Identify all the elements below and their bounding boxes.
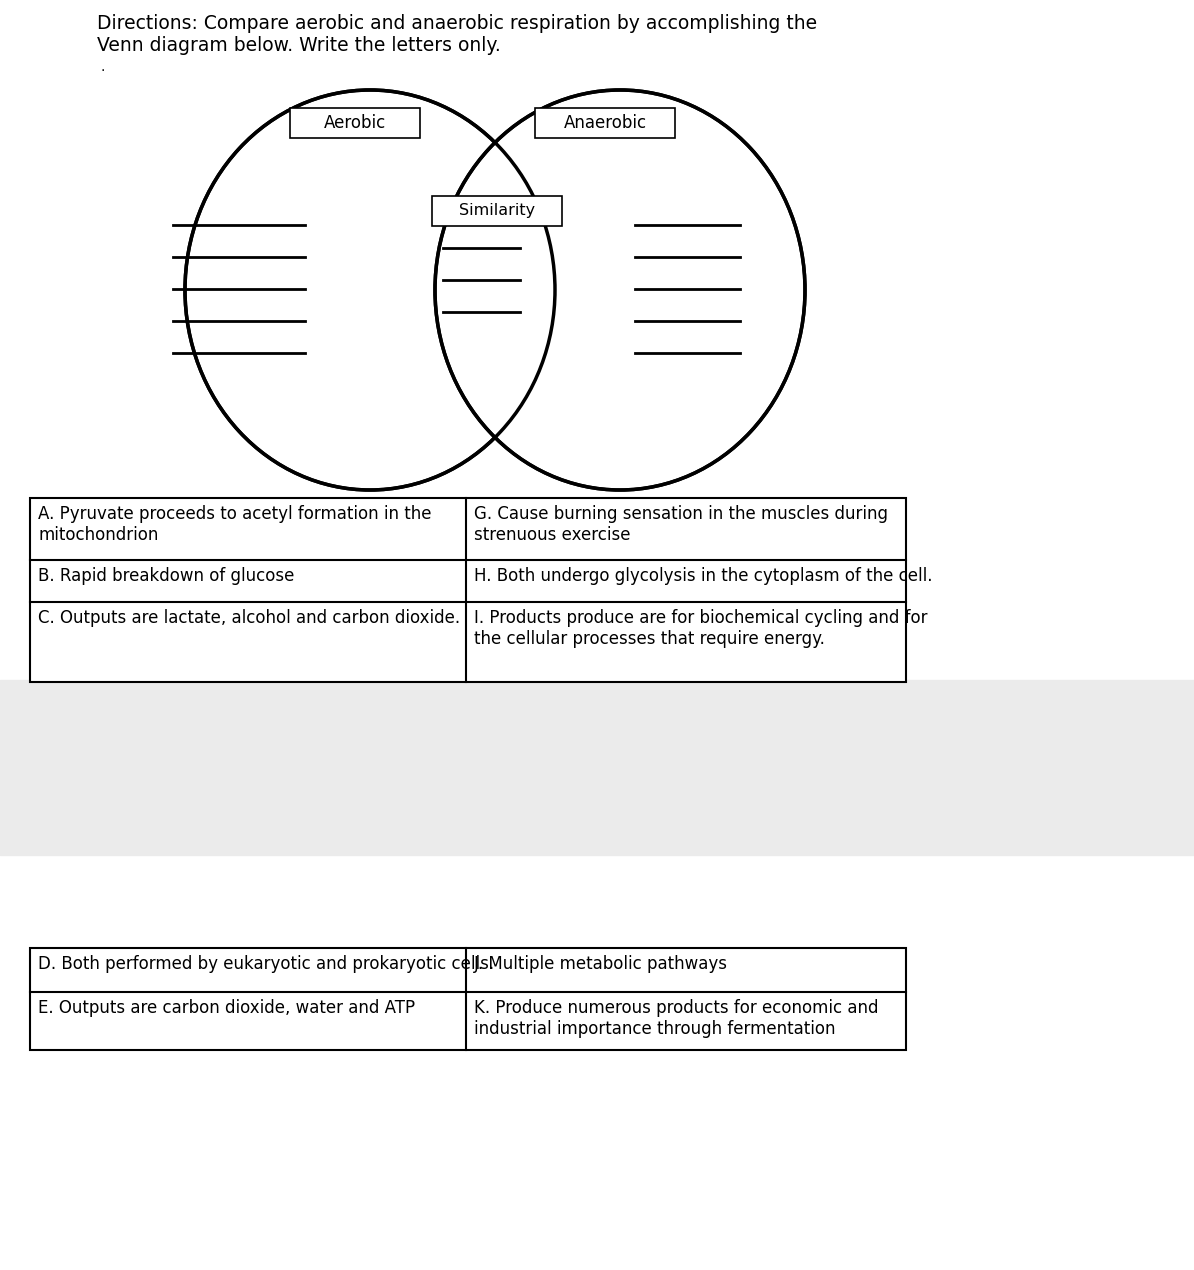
Text: D. Both performed by eukaryotic and prokaryotic cells.: D. Both performed by eukaryotic and prok… xyxy=(38,955,494,973)
Text: A. Pyruvate proceeds to acetyl formation in the
mitochondrion: A. Pyruvate proceeds to acetyl formation… xyxy=(38,505,431,544)
Ellipse shape xyxy=(185,90,555,490)
Bar xyxy=(30,947,906,1050)
Bar xyxy=(290,108,420,138)
Text: I. Products produce are for biochemical cycling and for
the cellular processes t: I. Products produce are for biochemical … xyxy=(474,610,928,648)
Text: Venn diagram below. Write the letters only.: Venn diagram below. Write the letters on… xyxy=(97,36,500,55)
Text: Directions: Compare aerobic and anaerobic respiration by accomplishing the: Directions: Compare aerobic and anaerobi… xyxy=(97,14,817,33)
Text: J. Multiple metabolic pathways: J. Multiple metabolic pathways xyxy=(474,955,728,973)
Bar xyxy=(30,498,906,682)
Text: E. Outputs are carbon dioxide, water and ATP: E. Outputs are carbon dioxide, water and… xyxy=(38,999,416,1017)
Text: G. Cause burning sensation in the muscles during
strenuous exercise: G. Cause burning sensation in the muscle… xyxy=(474,505,888,544)
Text: B. Rapid breakdown of glucose: B. Rapid breakdown of glucose xyxy=(38,566,295,585)
Text: C. Outputs are lactate, alcohol and carbon dioxide.: C. Outputs are lactate, alcohol and carb… xyxy=(38,610,460,627)
Text: .: . xyxy=(100,60,104,74)
Ellipse shape xyxy=(435,90,805,490)
Text: H. Both undergo glycolysis in the cytoplasm of the cell.: H. Both undergo glycolysis in the cytopl… xyxy=(474,566,933,585)
Text: K. Produce numerous products for economic and
industrial importance through ferm: K. Produce numerous products for economi… xyxy=(474,999,879,1038)
Text: Aerobic: Aerobic xyxy=(324,114,386,132)
Bar xyxy=(0,679,1194,855)
Bar xyxy=(432,196,562,226)
Bar xyxy=(535,108,675,138)
Text: Anaerobic: Anaerobic xyxy=(564,114,647,132)
Text: Similarity: Similarity xyxy=(458,203,535,218)
